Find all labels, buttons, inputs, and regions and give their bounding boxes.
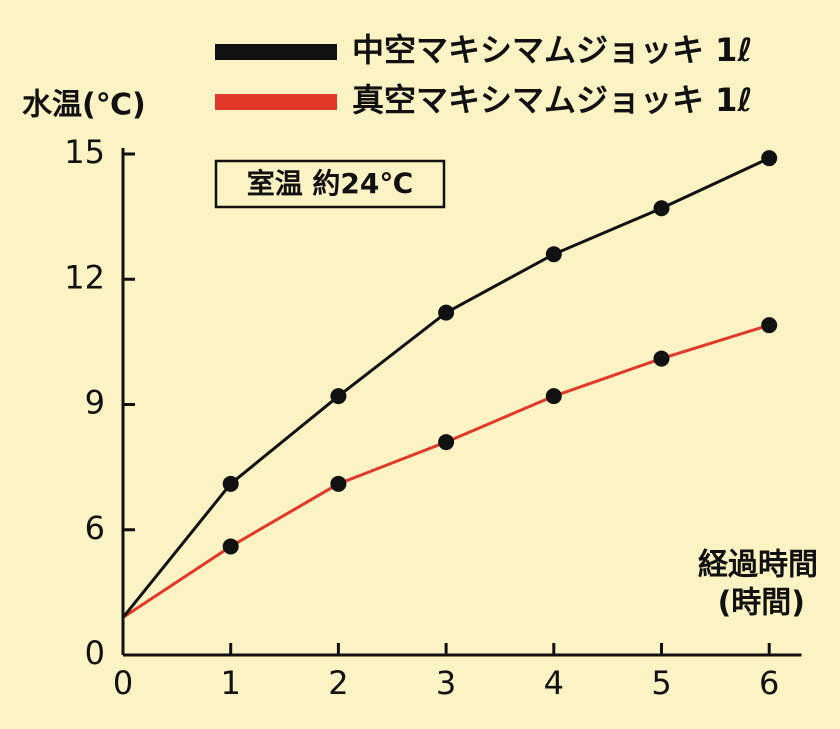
- data-point: [222, 538, 239, 555]
- x-tick-label: 5: [651, 664, 671, 702]
- y-tick-label: 9: [85, 384, 105, 422]
- legend-label: 真空マキシマムジョッキ 1ℓ: [352, 81, 753, 119]
- data-point: [438, 434, 455, 451]
- y-tick-label: 6: [85, 509, 105, 547]
- x-axis-label: (時間): [718, 586, 805, 621]
- x-tick-label: 1: [221, 664, 241, 702]
- annotation-box: [214, 159, 446, 209]
- data-point: [653, 350, 670, 367]
- data-point: [222, 475, 239, 492]
- x-tick-label: 6: [759, 664, 779, 702]
- x-tick-label: 2: [328, 664, 348, 702]
- data-point: [761, 150, 778, 167]
- x-tick-label: 3: [436, 664, 456, 702]
- data-point: [761, 317, 778, 334]
- data-point: [653, 200, 670, 217]
- y-tick-label: 0: [85, 634, 105, 672]
- legend-swatch: [215, 44, 337, 60]
- data-point: [330, 388, 347, 405]
- x-axis-label: 経過時間: [698, 548, 818, 583]
- data-point: [545, 246, 562, 263]
- data-point: [545, 388, 562, 405]
- y-tick-label: 15: [64, 133, 105, 171]
- x-tick-label: 4: [544, 664, 564, 702]
- y-axis-label: 水温(℃): [22, 88, 146, 123]
- data-point: [330, 475, 347, 492]
- y-tick-label: 12: [64, 258, 105, 296]
- legend-swatch: [215, 94, 337, 110]
- data-point: [438, 304, 455, 321]
- x-tick-label: 0: [113, 664, 133, 702]
- legend-label: 中空マキシマムジョッキ 1ℓ: [352, 31, 753, 69]
- annotation: 室温 約24℃: [247, 167, 414, 200]
